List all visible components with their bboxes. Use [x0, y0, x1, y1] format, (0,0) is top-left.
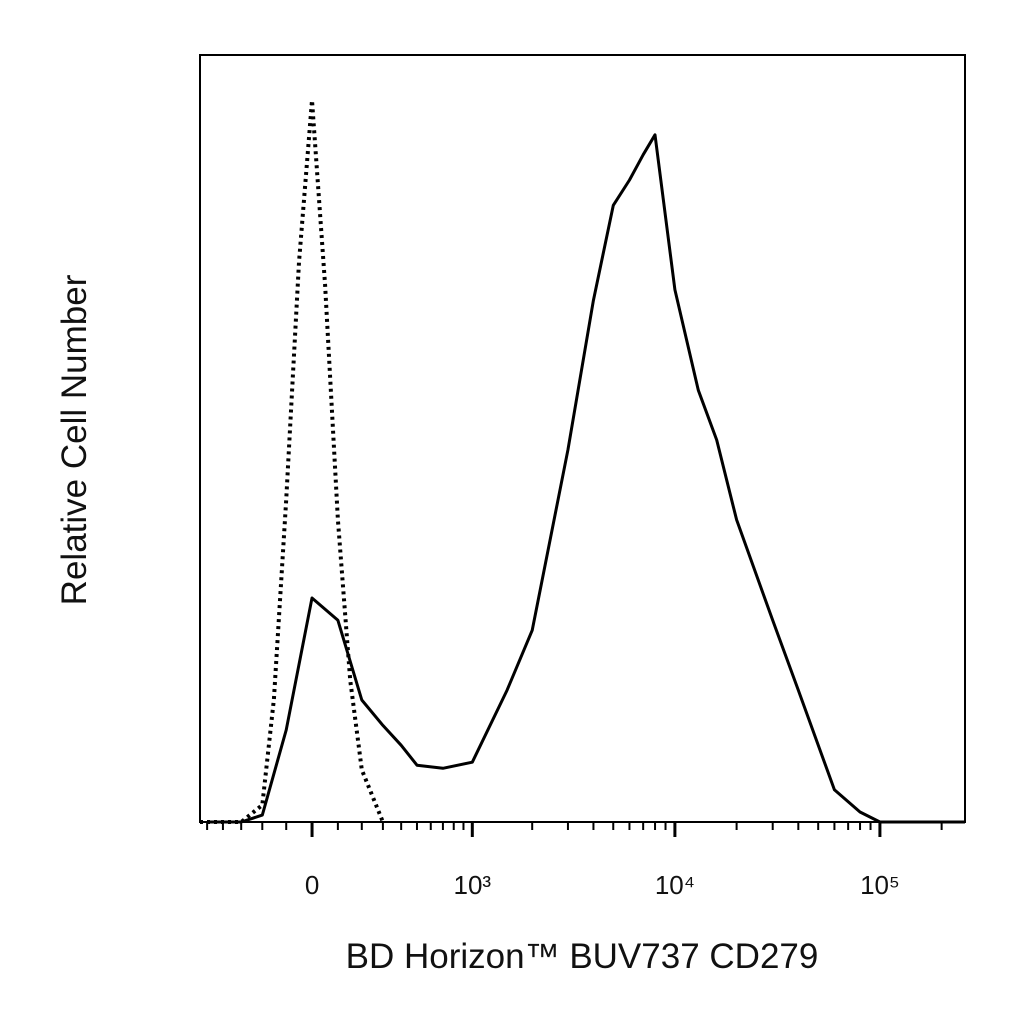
x-tick-label: 10⁵ [860, 870, 900, 900]
x-tick-label: 10⁴ [655, 870, 695, 900]
x-tick-label: 10³ [454, 870, 492, 900]
y-axis-label: Relative Cell Number [55, 274, 94, 605]
histogram-line [207, 133, 965, 824]
x-axis-label: BD Horizon™ BUV737 CD279 [346, 937, 819, 976]
histogram-line [200, 98, 385, 824]
plot-frame [199, 54, 966, 823]
x-tick-label: 0 [305, 870, 319, 900]
